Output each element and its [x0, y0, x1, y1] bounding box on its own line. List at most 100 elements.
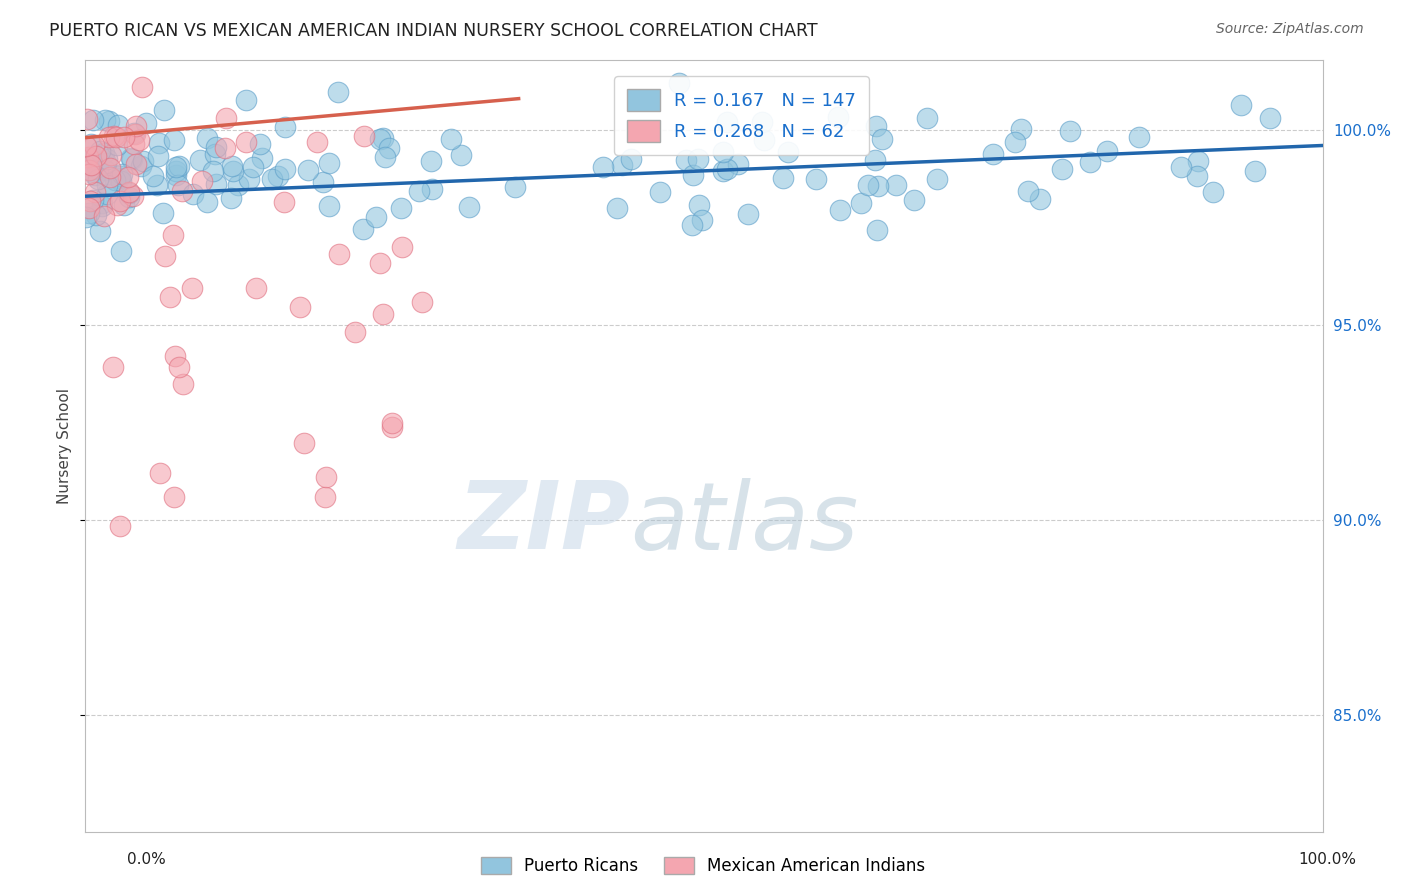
- Point: [648, 186, 671, 200]
- Point: [267, 169, 290, 184]
- Point: [101, 360, 124, 375]
- Point: [378, 141, 401, 155]
- Point: [1244, 164, 1267, 178]
- Point: [84, 149, 107, 163]
- Point: [82, 113, 104, 128]
- Point: [856, 178, 879, 192]
- Point: [104, 129, 127, 144]
- Point: [368, 131, 391, 145]
- Point: [205, 139, 228, 153]
- Point: [105, 198, 128, 212]
- Text: 100.0%: 100.0%: [1299, 852, 1357, 867]
- Point: [314, 491, 336, 505]
- Text: ZIP: ZIP: [457, 477, 630, 569]
- Point: [221, 191, 243, 205]
- Point: [117, 169, 139, 184]
- Point: [273, 162, 295, 177]
- Point: [221, 159, 243, 173]
- Point: [195, 195, 218, 210]
- Point: [865, 119, 887, 133]
- Point: [77, 162, 100, 177]
- Point: [152, 205, 174, 219]
- Point: [79, 158, 101, 172]
- Point: [1078, 154, 1101, 169]
- Point: [91, 199, 114, 213]
- Point: [371, 307, 394, 321]
- Point: [121, 189, 143, 203]
- Point: [381, 417, 404, 431]
- Point: [1029, 192, 1052, 206]
- Point: [925, 172, 948, 186]
- Point: [328, 247, 350, 261]
- Point: [75, 211, 97, 225]
- Point: [131, 159, 153, 173]
- Point: [273, 195, 295, 210]
- Point: [80, 136, 103, 151]
- Point: [1230, 98, 1253, 112]
- Point: [675, 153, 697, 167]
- Point: [84, 208, 107, 222]
- Point: [83, 185, 105, 199]
- Point: [235, 94, 257, 108]
- Point: [411, 294, 433, 309]
- Point: [96, 153, 118, 167]
- Point: [245, 281, 267, 295]
- Point: [91, 196, 114, 211]
- Point: [108, 194, 131, 209]
- Point: [1187, 153, 1209, 168]
- Point: [828, 202, 851, 217]
- Point: [688, 198, 710, 212]
- Point: [77, 206, 100, 220]
- Point: [94, 163, 117, 178]
- Point: [727, 157, 749, 171]
- Point: [165, 168, 187, 182]
- Point: [98, 170, 121, 185]
- Point: [457, 200, 479, 214]
- Point: [242, 160, 264, 174]
- Point: [249, 137, 271, 152]
- Point: [204, 177, 226, 191]
- Point: [112, 198, 135, 212]
- Point: [1170, 160, 1192, 174]
- Point: [125, 157, 148, 171]
- Point: [167, 159, 190, 173]
- Y-axis label: Nursery School: Nursery School: [58, 388, 72, 504]
- Point: [290, 300, 312, 314]
- Text: 0.0%: 0.0%: [127, 852, 166, 867]
- Point: [297, 162, 319, 177]
- Point: [188, 153, 211, 167]
- Legend: R = 0.167   N = 147, R = 0.268   N = 62: R = 0.167 N = 147, R = 0.268 N = 62: [614, 77, 869, 154]
- Point: [1095, 144, 1118, 158]
- Point: [420, 153, 443, 168]
- Point: [107, 118, 129, 132]
- Point: [865, 223, 887, 237]
- Point: [620, 152, 643, 166]
- Point: [716, 115, 738, 129]
- Point: [292, 436, 315, 450]
- Point: [711, 145, 734, 160]
- Text: PUERTO RICAN VS MEXICAN AMERICAN INDIAN NURSERY SCHOOL CORRELATION CHART: PUERTO RICAN VS MEXICAN AMERICAN INDIAN …: [49, 22, 818, 40]
- Point: [866, 179, 889, 194]
- Point: [108, 169, 131, 183]
- Point: [162, 228, 184, 243]
- Point: [681, 218, 703, 232]
- Point: [884, 178, 907, 193]
- Point: [222, 164, 245, 178]
- Point: [181, 186, 204, 201]
- Point: [173, 376, 195, 391]
- Point: [118, 186, 141, 201]
- Point: [152, 103, 174, 117]
- Point: [104, 172, 127, 186]
- Point: [711, 164, 734, 178]
- Point: [122, 137, 145, 152]
- Point: [381, 420, 404, 434]
- Point: [201, 163, 224, 178]
- Point: [1185, 169, 1208, 183]
- Point: [149, 466, 172, 480]
- Point: [606, 201, 628, 215]
- Point: [865, 153, 887, 167]
- Point: [153, 249, 176, 263]
- Point: [98, 113, 121, 128]
- Point: [1010, 122, 1032, 136]
- Point: [352, 221, 374, 235]
